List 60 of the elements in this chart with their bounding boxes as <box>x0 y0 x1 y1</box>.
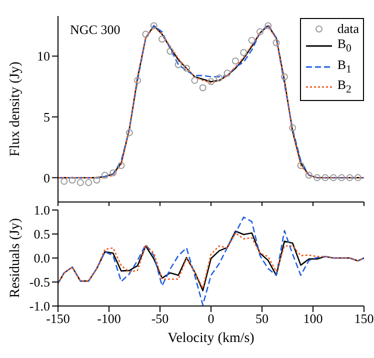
point <box>346 174 354 182</box>
legend-label: B$_{1}$ <box>337 56 352 76</box>
point <box>110 169 117 176</box>
point <box>280 73 288 80</box>
point <box>68 176 76 184</box>
point <box>338 174 346 182</box>
point <box>297 162 304 170</box>
point <box>208 78 214 86</box>
point <box>191 76 198 84</box>
point <box>158 36 166 43</box>
y-tick-label: 0.5 <box>34 226 50 242</box>
point <box>150 22 158 30</box>
legend-label: data <box>337 21 359 36</box>
point <box>322 174 329 182</box>
y-tick-label: 0 <box>44 170 50 186</box>
point <box>60 178 68 185</box>
point <box>174 61 182 68</box>
point <box>142 30 150 38</box>
point <box>199 84 206 92</box>
y-tick-label: 10 <box>37 48 50 64</box>
point <box>183 64 190 72</box>
point <box>248 36 256 44</box>
legend-label: B$_{2}$ <box>337 77 352 96</box>
y-tick-label: -0.5 <box>29 274 50 290</box>
x-tick-label: -50 <box>151 311 169 326</box>
y-tick-label: -1.0 <box>29 298 50 314</box>
point <box>76 179 84 186</box>
point <box>354 174 362 182</box>
x-tick-label: 0 <box>208 311 214 326</box>
point <box>264 22 272 30</box>
point <box>134 76 142 84</box>
point <box>85 179 92 186</box>
y-tick-label: 5 <box>44 110 50 125</box>
point <box>93 176 100 184</box>
x-axis-title: Velocity (km/s) <box>168 331 255 346</box>
x-tick-label: 50 <box>256 311 268 326</box>
point <box>289 124 296 132</box>
point <box>314 174 321 182</box>
x-tick-label: -150 <box>46 311 70 326</box>
point <box>101 172 108 179</box>
point <box>216 74 223 82</box>
point <box>305 172 312 179</box>
point <box>330 174 337 182</box>
point <box>256 28 264 36</box>
x-tick-label: 100 <box>303 311 323 326</box>
point <box>240 48 248 56</box>
point <box>224 70 231 77</box>
legend-label: B$_{0}$ <box>337 36 352 55</box>
point <box>166 48 174 55</box>
point <box>126 129 133 136</box>
y-axis-title: Residuals (Jy) <box>8 218 23 298</box>
point <box>118 162 125 170</box>
y-tick-label: 0.0 <box>34 250 50 266</box>
x-tick-label: -100 <box>97 311 121 326</box>
y-tick-label: 1.0 <box>34 202 50 218</box>
y-axis-title: Flux density (Jy) <box>8 61 23 156</box>
x-tick-label: 150 <box>354 311 374 326</box>
annotation: NGC 300 <box>70 22 120 38</box>
point <box>232 57 239 64</box>
point <box>272 39 280 46</box>
